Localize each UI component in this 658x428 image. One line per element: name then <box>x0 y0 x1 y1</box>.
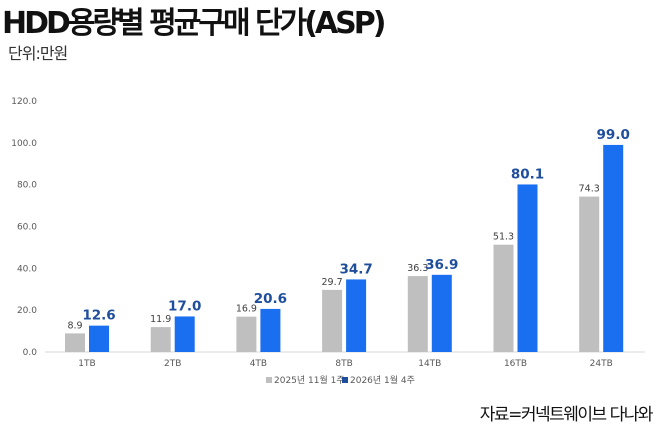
bar-2026 <box>517 184 538 352</box>
bar-2025 <box>407 276 428 352</box>
y-tick-label: 20.0 <box>17 306 37 316</box>
legend-swatch <box>342 377 348 383</box>
source-note: 자료=커넥트웨이브 다나와 <box>479 405 654 425</box>
data-label: 16.9 <box>236 304 257 315</box>
x-tick-label: 4TB <box>250 359 267 369</box>
y-tick-label: 80.0 <box>17 181 37 191</box>
data-label: 36.3 <box>407 263 428 274</box>
bar-2025 <box>236 316 257 352</box>
legend-label: 2025년 11월 1주 <box>274 374 345 386</box>
data-label: 20.6 <box>254 291 287 307</box>
data-label: 34.7 <box>339 261 372 277</box>
x-tick-label: 2TB <box>164 359 181 369</box>
x-tick-label: 1TB <box>78 359 95 369</box>
bar-2026 <box>346 279 367 352</box>
data-label: 8.9 <box>67 320 82 331</box>
data-label: 51.3 <box>493 232 514 243</box>
bar-2026 <box>174 316 195 352</box>
x-tick-label: 24TB <box>590 359 613 369</box>
data-label: 11.9 <box>150 314 171 325</box>
bar-2025 <box>493 244 514 352</box>
bar-2026 <box>260 308 281 352</box>
bar-2026 <box>89 325 109 352</box>
bar-2026 <box>603 144 624 352</box>
bar-2025 <box>322 289 343 352</box>
data-label: 12.6 <box>82 308 115 324</box>
y-tick-label: 40.0 <box>17 264 37 274</box>
data-label: 74.3 <box>579 184 600 195</box>
x-tick-label: 16TB <box>504 359 527 369</box>
bar-2025 <box>150 327 171 352</box>
bar-2025 <box>579 196 600 352</box>
data-label: 17.0 <box>168 298 201 314</box>
chart-title: HDD용량별 평균구매 단가(ASP) <box>2 6 386 41</box>
y-tick-label: 100.0 <box>11 139 37 149</box>
legend-label: 2026년 1월 4주 <box>350 374 415 386</box>
x-tick-label: 14TB <box>418 359 441 369</box>
legend-swatch <box>266 377 272 383</box>
bar-2025 <box>65 333 85 352</box>
bar-2026 <box>431 274 452 352</box>
data-label: 80.1 <box>511 166 544 182</box>
y-tick-label: 120.0 <box>11 97 37 107</box>
y-tick-label: 0.0 <box>23 348 38 358</box>
unit-label: 단위:만원 <box>8 44 68 63</box>
data-label: 29.7 <box>322 277 343 288</box>
x-tick-label: 8TB <box>335 359 352 369</box>
data-label: 99.0 <box>597 127 630 143</box>
y-tick-label: 60.0 <box>17 223 37 233</box>
data-label: 36.9 <box>425 257 458 273</box>
